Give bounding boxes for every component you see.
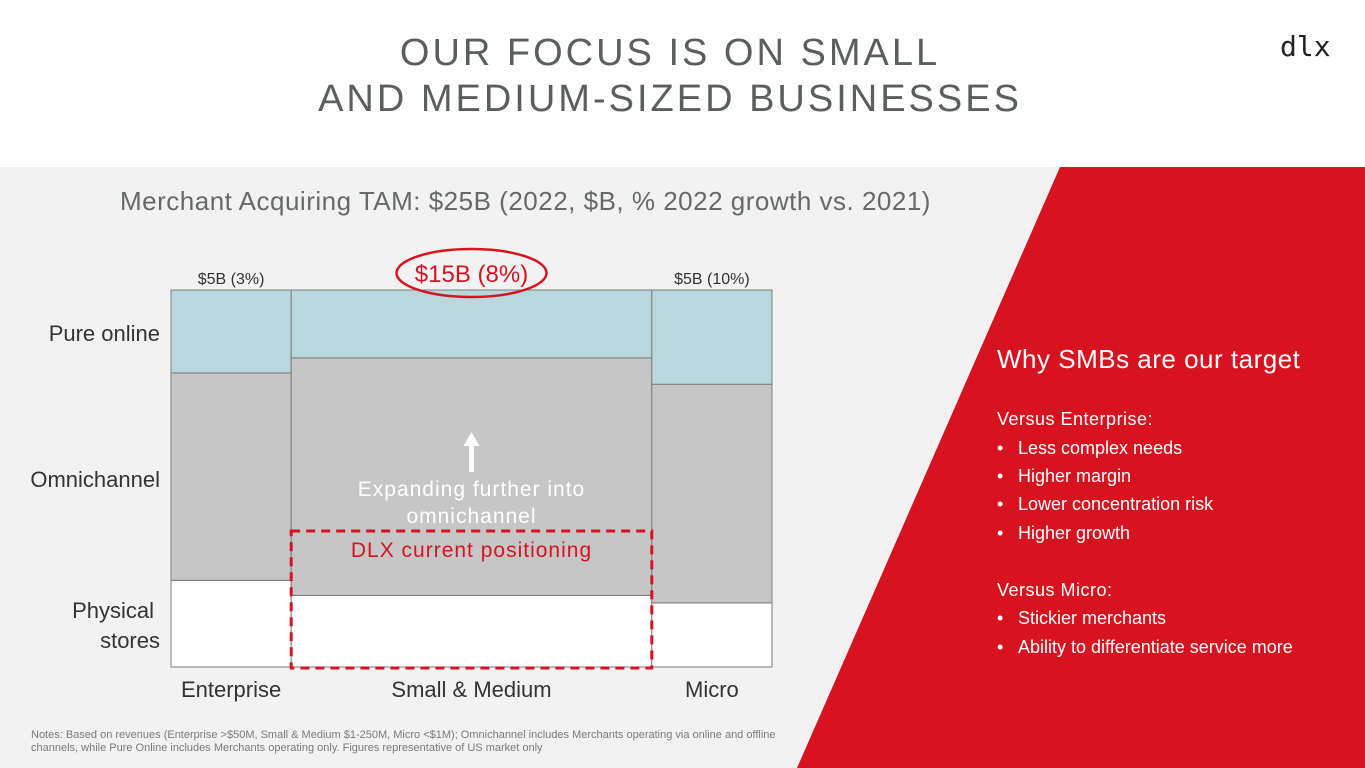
column-value-label: $5B (3%) bbox=[198, 271, 265, 288]
segment-omnichannel bbox=[170, 372, 292, 581]
versus-enterprise-title: Versus Enterprise: bbox=[997, 409, 1154, 429]
header: OUR FOCUS IS ON SMALL AND MEDIUM-SIZED B… bbox=[0, 0, 1365, 167]
red-accent-panel bbox=[797, 167, 1365, 768]
footnote: Notes: Based on revenues (Enterprise >$5… bbox=[31, 729, 776, 754]
list-item: • Less complex needs bbox=[997, 438, 1183, 458]
segment-pure-online bbox=[290, 289, 653, 359]
column-value-label: $15B (8%) bbox=[415, 261, 528, 288]
category-label: Micro bbox=[685, 677, 739, 702]
segment-physical-stores bbox=[651, 602, 773, 668]
row-label-physical: Physical bbox=[72, 598, 154, 623]
segment-physical-stores bbox=[290, 594, 653, 668]
arrow-head-icon bbox=[463, 432, 480, 446]
segment-physical-stores bbox=[170, 579, 292, 668]
chart-title: Merchant Acquiring TAM: $25B (2022, $B, … bbox=[120, 186, 931, 216]
list-item: • Stickier merchants bbox=[997, 608, 1167, 628]
row-label-stores: stores bbox=[100, 628, 160, 653]
segment-omnichannel bbox=[651, 383, 773, 604]
versus-micro-title: Versus Micro: bbox=[997, 580, 1113, 600]
page-title-line1: OUR FOCUS IS ON SMALL bbox=[399, 32, 941, 74]
page-title: OUR FOCUS IS ON SMALL AND MEDIUM-SIZED B… bbox=[0, 30, 1340, 122]
segment-pure-online bbox=[170, 289, 292, 374]
positioning-box bbox=[289, 529, 654, 670]
dlx-logo: dlx bbox=[1280, 30, 1331, 63]
list-item: • Higher growth bbox=[997, 523, 1131, 543]
page-title-line2: AND MEDIUM-SIZED BUSINESSES bbox=[318, 78, 1022, 120]
annotation-text-line1: Expanding further into bbox=[358, 478, 585, 501]
segment-omnichannel bbox=[290, 357, 653, 596]
list-item: • Higher margin bbox=[997, 466, 1132, 486]
category-label: Enterprise bbox=[181, 677, 281, 702]
positioning-label: DLX current positioning bbox=[351, 539, 592, 562]
segment-pure-online bbox=[651, 289, 773, 385]
list-item: • Lower concentration risk bbox=[997, 494, 1214, 514]
sidebar-heading: Why SMBs are our target bbox=[997, 344, 1301, 374]
row-label-omnichannel: Omnichannel bbox=[30, 467, 160, 492]
row-label-pure-online: Pure online bbox=[48, 321, 160, 346]
list-item: • Ability to differentiate service more bbox=[997, 637, 1293, 657]
marimekko-chart: Enterprise $5B (3%) Small & Medium $15B (8%… bbox=[170, 247, 773, 702]
highlight-ellipse bbox=[395, 247, 548, 299]
annotation-text-line2: omnichannel bbox=[406, 505, 536, 528]
column-value-label: $5B (10%) bbox=[674, 271, 750, 288]
category-label: Small & Medium bbox=[391, 677, 551, 702]
